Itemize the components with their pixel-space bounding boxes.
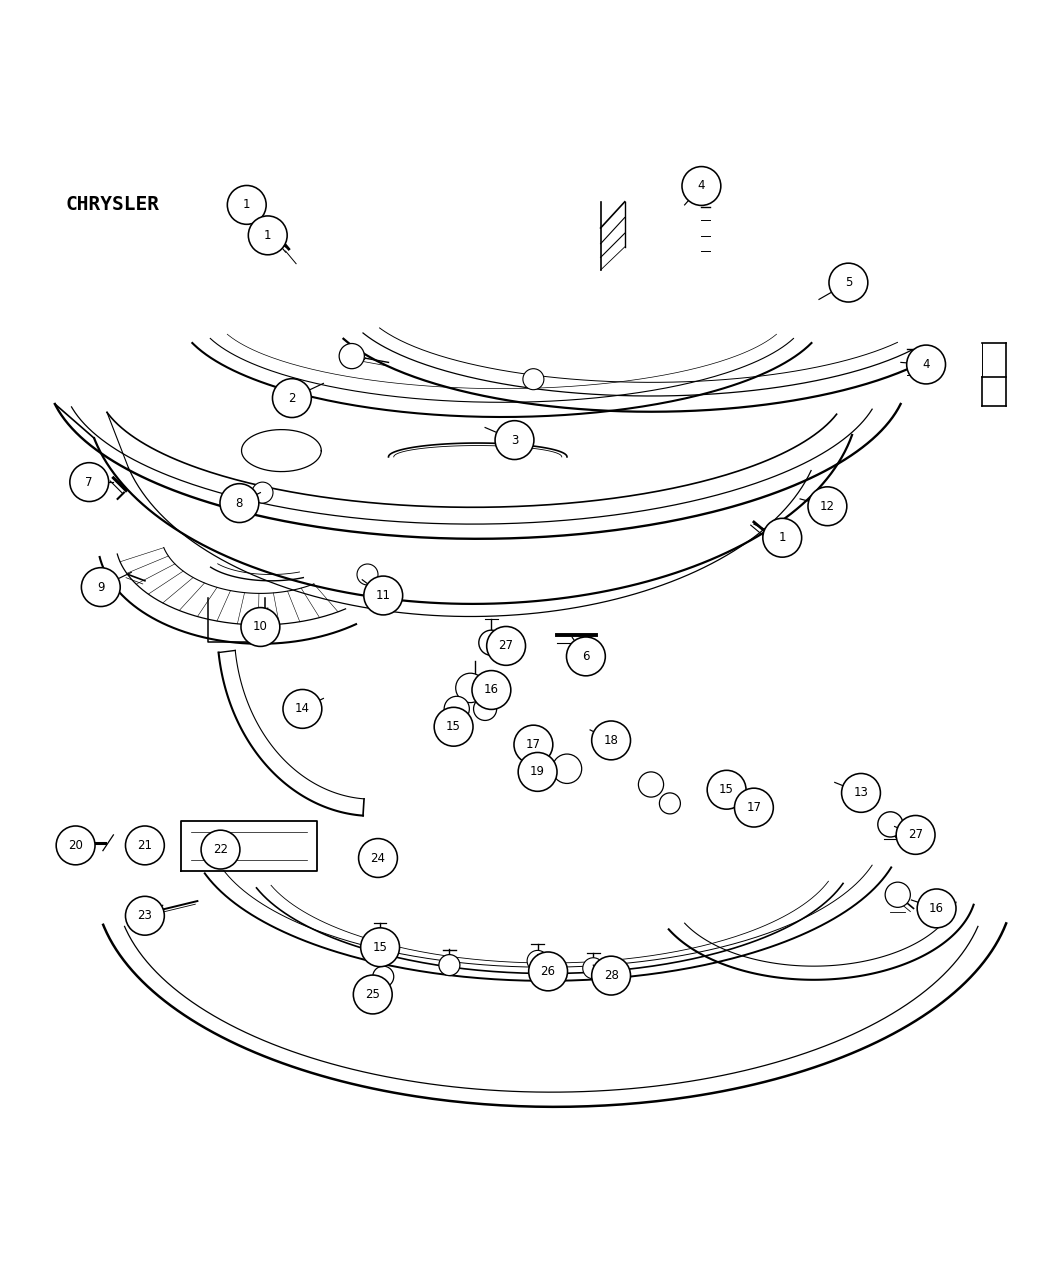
Circle shape [273,379,312,417]
Circle shape [527,950,548,972]
Text: 26: 26 [541,965,555,978]
Circle shape [479,630,504,655]
Text: 24: 24 [371,852,385,864]
Circle shape [552,754,582,783]
Circle shape [456,673,485,703]
Circle shape [878,812,903,836]
Circle shape [682,167,720,205]
Text: 21: 21 [138,839,152,852]
Circle shape [638,771,664,797]
Circle shape [357,564,378,585]
Text: 19: 19 [530,765,545,779]
Circle shape [762,519,802,557]
Circle shape [363,576,403,615]
Text: 22: 22 [213,843,228,856]
Text: 13: 13 [854,787,868,799]
Circle shape [126,896,165,935]
Circle shape [69,463,109,501]
Text: 4: 4 [697,180,706,193]
Circle shape [918,889,957,928]
Circle shape [353,975,393,1014]
Circle shape [529,952,568,991]
Circle shape [708,770,746,810]
Text: 18: 18 [604,734,618,747]
Text: 20: 20 [68,839,83,852]
Circle shape [444,696,469,722]
Circle shape [373,966,394,987]
Circle shape [201,830,239,870]
Text: 17: 17 [526,738,541,751]
Circle shape [252,482,273,504]
Text: 28: 28 [604,969,618,982]
Circle shape [361,928,399,966]
Text: 17: 17 [747,801,761,815]
Text: 27: 27 [499,639,513,653]
Circle shape [830,263,867,302]
Text: 16: 16 [484,683,499,696]
Circle shape [514,725,552,764]
Text: 16: 16 [929,901,944,915]
Circle shape [496,421,533,459]
Text: 23: 23 [138,909,152,922]
Text: 8: 8 [235,496,244,510]
Circle shape [592,956,630,994]
Circle shape [567,638,605,676]
Circle shape [370,929,391,950]
Circle shape [583,958,604,979]
Circle shape [227,185,267,224]
Circle shape [907,346,946,384]
Text: 1: 1 [264,228,272,242]
Text: 1: 1 [243,199,251,212]
Circle shape [592,720,630,760]
Circle shape [808,487,846,525]
Text: 2: 2 [288,391,296,404]
Circle shape [248,215,288,255]
Text: 9: 9 [97,580,105,594]
Circle shape [133,831,161,859]
Text: 14: 14 [295,703,310,715]
Circle shape [472,671,511,709]
Circle shape [474,697,497,720]
Text: 27: 27 [908,829,923,842]
Text: 12: 12 [820,500,835,513]
Circle shape [439,955,460,975]
Circle shape [885,882,910,908]
Circle shape [282,690,321,728]
Text: 7: 7 [85,476,93,488]
Text: 6: 6 [582,650,590,663]
Circle shape [519,752,558,792]
Circle shape [841,774,880,812]
Circle shape [126,826,165,864]
Text: 3: 3 [510,434,519,446]
Text: CHRYSLER: CHRYSLER [65,195,160,214]
Text: 25: 25 [365,988,380,1001]
Circle shape [523,368,544,390]
Text: 15: 15 [373,941,387,954]
Circle shape [82,567,120,607]
Text: 15: 15 [719,783,734,797]
Circle shape [486,626,525,666]
Text: 15: 15 [446,720,461,733]
Circle shape [659,793,680,813]
Text: 1: 1 [778,532,786,544]
Circle shape [735,788,773,827]
Text: 11: 11 [376,589,391,602]
Circle shape [240,608,279,646]
Circle shape [897,816,936,854]
Text: 4: 4 [922,358,930,371]
Circle shape [57,826,94,864]
Text: 5: 5 [844,277,853,289]
Circle shape [358,839,397,877]
Text: 10: 10 [253,621,268,634]
Circle shape [435,708,472,746]
Circle shape [220,483,258,523]
Circle shape [339,343,364,368]
